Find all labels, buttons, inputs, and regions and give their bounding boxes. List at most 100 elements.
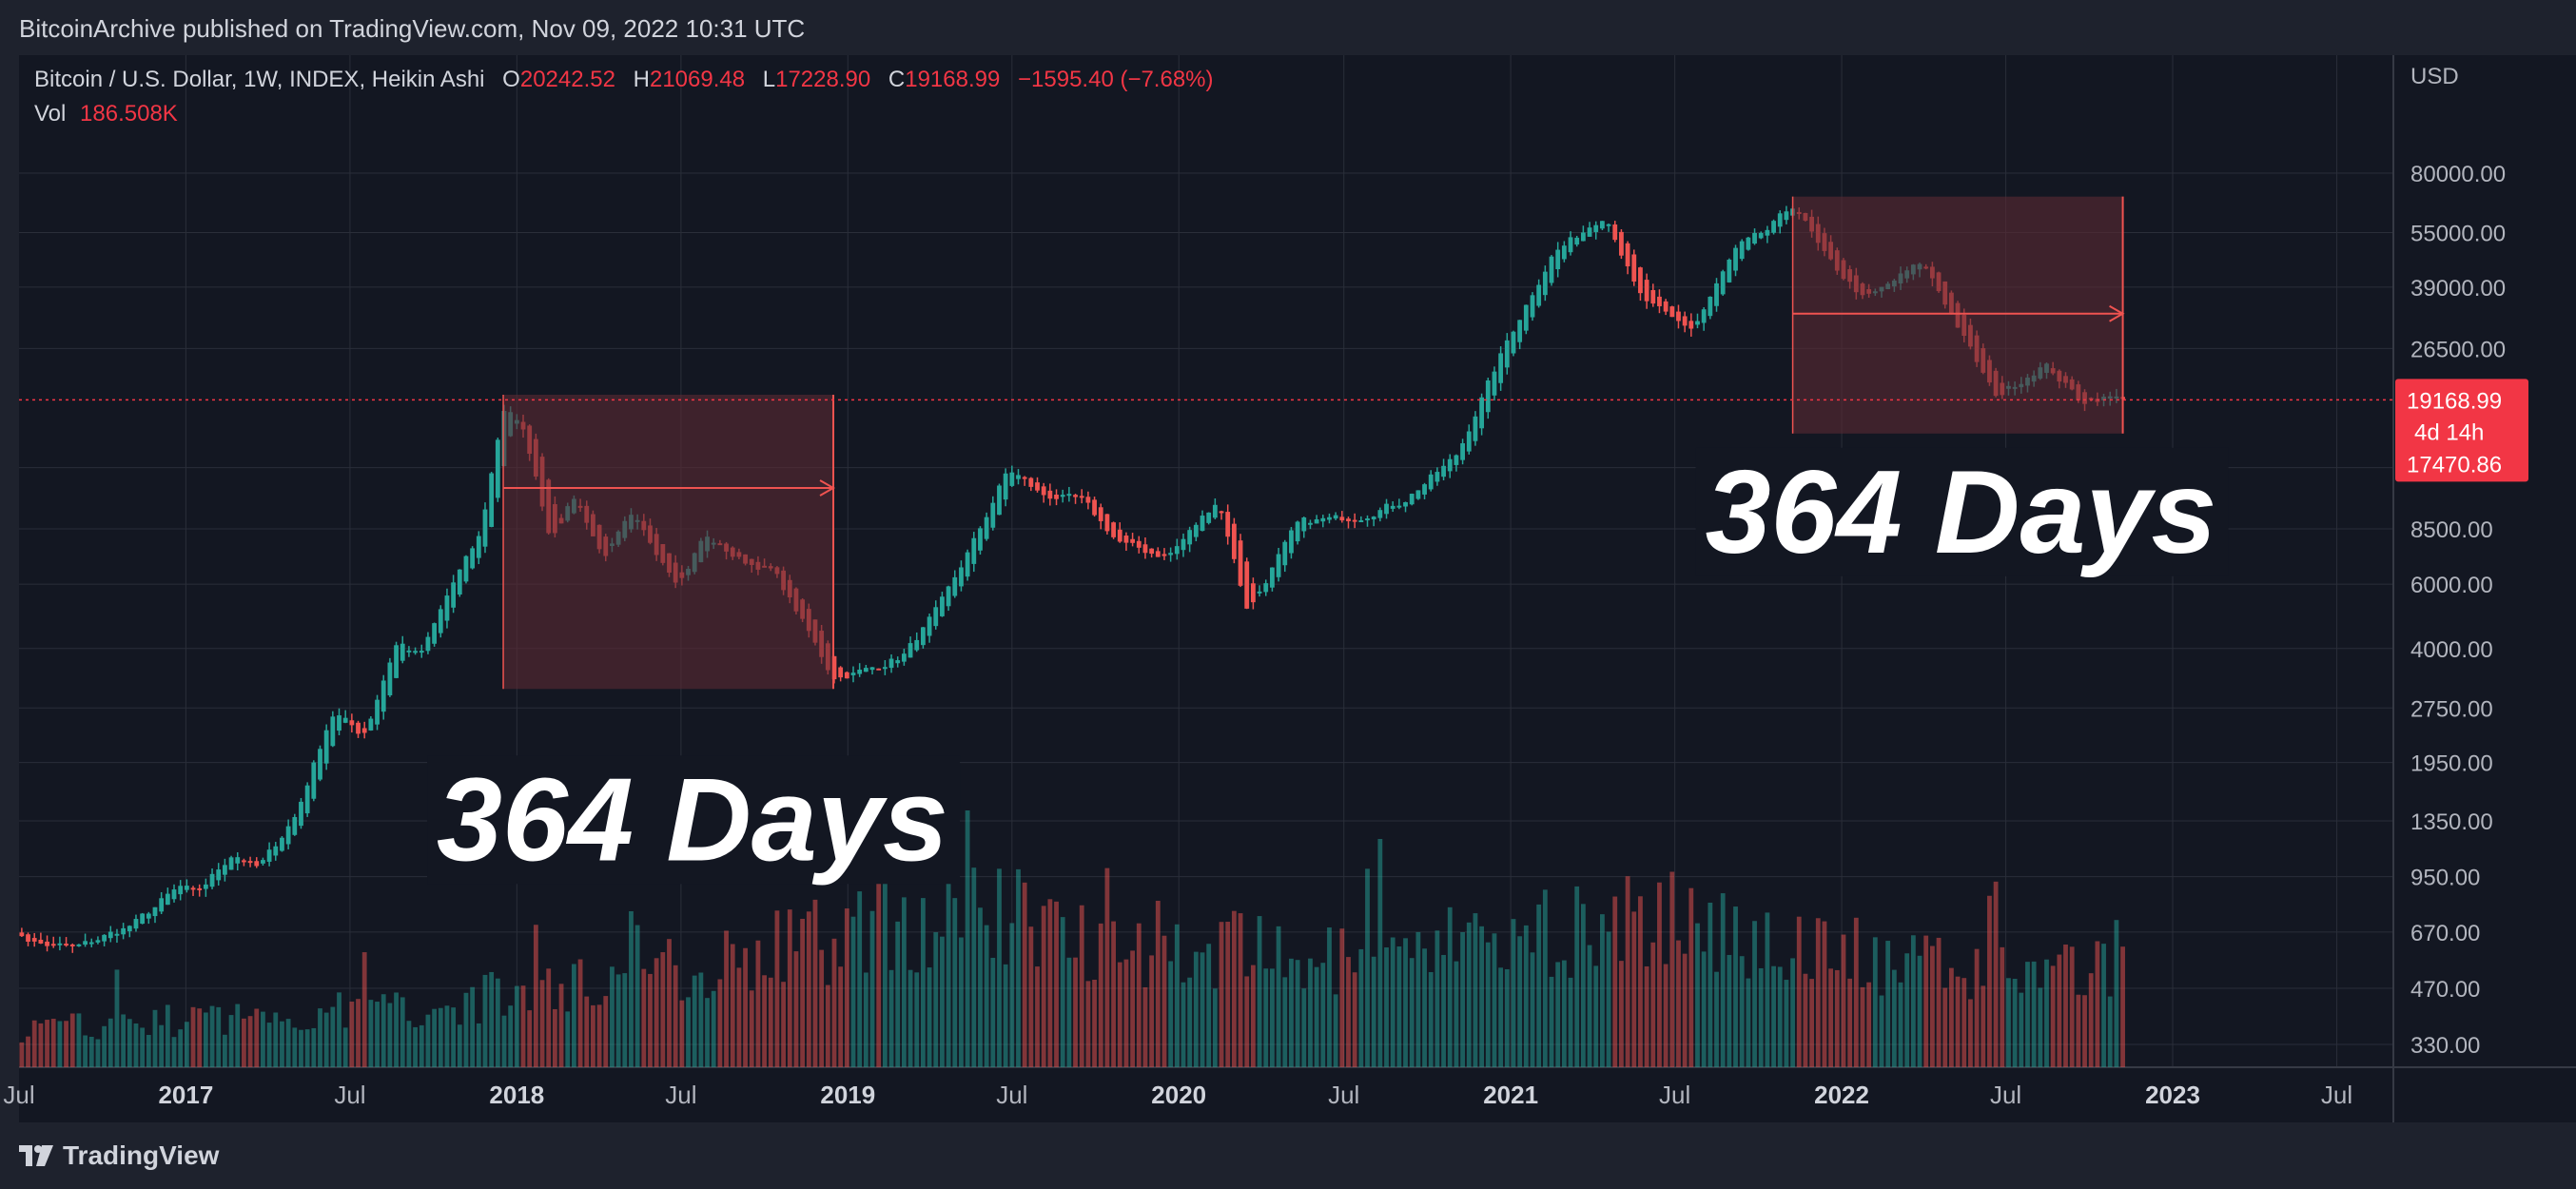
candle-body[interactable] xyxy=(1130,538,1136,543)
candle-body[interactable] xyxy=(114,933,120,936)
candle-body[interactable] xyxy=(1682,316,1688,326)
candle-body[interactable] xyxy=(1511,331,1516,354)
symbol-description[interactable]: Bitcoin / U.S. Dollar, 1W, INDEX, Heikin… xyxy=(34,67,485,92)
candle-body[interactable] xyxy=(1117,529,1122,542)
candle-body[interactable] xyxy=(266,849,272,862)
candle-body[interactable] xyxy=(19,932,25,937)
candle-body[interactable] xyxy=(1054,494,1059,499)
candle-body[interactable] xyxy=(1079,496,1084,498)
candle-body[interactable] xyxy=(1473,416,1478,441)
candle-body[interactable] xyxy=(1720,271,1726,295)
candle-body[interactable] xyxy=(1650,289,1656,304)
candle-body[interactable] xyxy=(1708,296,1713,317)
candle-body[interactable] xyxy=(1599,221,1605,229)
candle-body[interactable] xyxy=(1276,554,1281,577)
candle-body[interactable] xyxy=(318,749,322,780)
candle-body[interactable] xyxy=(337,715,342,731)
candle-body[interactable] xyxy=(1752,232,1757,244)
candle-body[interactable] xyxy=(1580,232,1586,242)
candle-body[interactable] xyxy=(1371,517,1376,520)
candle-body[interactable] xyxy=(64,944,68,946)
candle-body[interactable] xyxy=(946,586,951,607)
candle-body[interactable] xyxy=(1320,517,1326,522)
candle-body[interactable] xyxy=(1695,321,1700,325)
candle-body[interactable] xyxy=(1295,521,1300,542)
candle-body[interactable] xyxy=(990,502,996,528)
candle-body[interactable] xyxy=(1669,306,1675,318)
candle-body[interactable] xyxy=(400,643,405,661)
candle-body[interactable] xyxy=(921,627,926,646)
candle-body[interactable] xyxy=(1460,443,1465,460)
candle-body[interactable] xyxy=(1447,458,1453,472)
candle-body[interactable] xyxy=(406,650,412,653)
candle-body[interactable] xyxy=(1663,301,1669,312)
candle-body[interactable] xyxy=(1314,518,1319,524)
candle-body[interactable] xyxy=(1104,514,1110,532)
candle-body[interactable] xyxy=(190,887,196,890)
candle-body[interactable] xyxy=(1644,280,1649,302)
candle-body[interactable] xyxy=(1308,522,1313,525)
candle-body[interactable] xyxy=(1270,567,1275,588)
candle-body[interactable] xyxy=(1403,502,1408,507)
candle-body[interactable] xyxy=(26,934,30,942)
candle-body[interactable] xyxy=(489,473,495,527)
candle-body[interactable] xyxy=(1492,371,1497,396)
candle-body[interactable] xyxy=(1289,530,1294,554)
candle-body[interactable] xyxy=(470,548,476,569)
candle-body[interactable] xyxy=(1282,541,1288,566)
candle-body[interactable] xyxy=(1777,213,1783,227)
candle-body[interactable] xyxy=(1434,472,1440,482)
candle-body[interactable] xyxy=(438,609,443,633)
candle-body[interactable] xyxy=(1733,247,1738,271)
candle-body[interactable] xyxy=(261,860,265,864)
candle-body[interactable] xyxy=(1765,229,1770,236)
candle-body[interactable] xyxy=(1155,551,1161,557)
candle-body[interactable] xyxy=(1333,515,1338,519)
candle-body[interactable] xyxy=(1009,472,1015,486)
candle-body[interactable] xyxy=(1219,511,1224,514)
candle-body[interactable] xyxy=(1123,536,1129,543)
candle-body[interactable] xyxy=(356,722,361,734)
candle-body[interactable] xyxy=(178,886,184,895)
candle-body[interactable] xyxy=(463,556,469,582)
annotation-label[interactable]: 364 Days xyxy=(1706,447,2217,578)
candle-body[interactable] xyxy=(1181,538,1186,551)
candle-body[interactable] xyxy=(304,785,310,814)
candle-body[interactable] xyxy=(102,934,107,942)
candle-body[interactable] xyxy=(1784,211,1789,221)
candle-body[interactable] xyxy=(1549,256,1554,283)
candle-body[interactable] xyxy=(242,860,246,863)
candle-body[interactable] xyxy=(254,861,260,867)
candle-body[interactable] xyxy=(1263,583,1269,593)
candle-body[interactable] xyxy=(1168,553,1174,556)
candle-body[interactable] xyxy=(375,699,380,725)
candle-body[interactable] xyxy=(1606,224,1611,226)
candle-body[interactable] xyxy=(152,906,158,917)
candle-body[interactable] xyxy=(127,926,132,932)
candle-body[interactable] xyxy=(1555,249,1561,269)
candle-body[interactable] xyxy=(495,439,500,498)
candle-body[interactable] xyxy=(1377,510,1383,518)
candle-body[interactable] xyxy=(31,938,37,942)
candle-body[interactable] xyxy=(381,680,386,712)
candle-body[interactable] xyxy=(1676,311,1681,322)
candle-body[interactable] xyxy=(888,658,894,669)
candle-body[interactable] xyxy=(914,639,920,651)
candle-body[interactable] xyxy=(419,651,424,653)
candle-body[interactable] xyxy=(933,607,939,627)
candle-body[interactable] xyxy=(1771,221,1776,233)
candle-body[interactable] xyxy=(1479,397,1485,429)
candle-body[interactable] xyxy=(140,913,146,925)
candle-body[interactable] xyxy=(1225,512,1231,537)
candle-body[interactable] xyxy=(1073,495,1078,497)
candle-body[interactable] xyxy=(1250,583,1256,603)
candle-body[interactable] xyxy=(1028,478,1034,487)
candle-body[interactable] xyxy=(952,576,958,596)
candle-body[interactable] xyxy=(1301,517,1307,532)
candle-body[interactable] xyxy=(844,672,849,679)
candle-body[interactable] xyxy=(857,669,863,674)
candle-body[interactable] xyxy=(1047,490,1053,499)
candle-body[interactable] xyxy=(121,927,127,935)
candle-body[interactable] xyxy=(1193,524,1199,537)
candle-body[interactable] xyxy=(425,636,431,652)
